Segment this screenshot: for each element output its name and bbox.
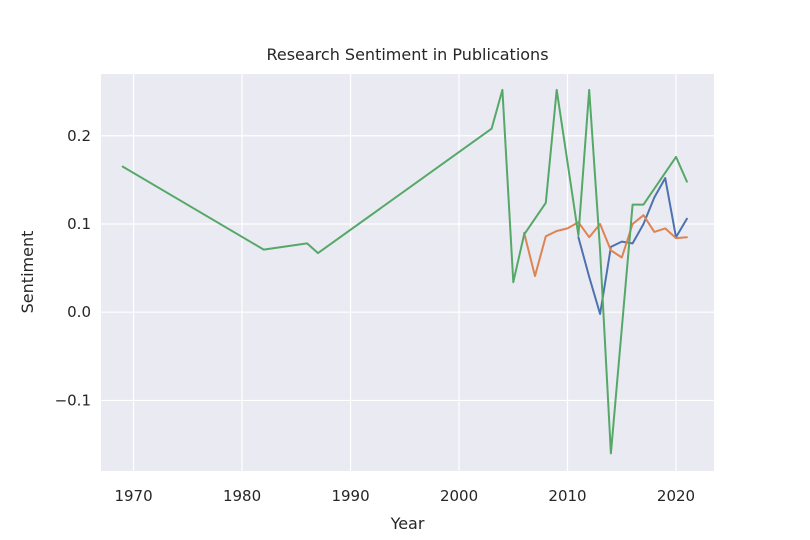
series-line-orange — [523, 214, 688, 277]
x-tick-label: 2010 — [548, 487, 586, 505]
y-tick-label: 0.0 — [67, 303, 91, 321]
chart-title: Research Sentiment in Publications — [266, 45, 548, 64]
series-line-green — [121, 88, 688, 455]
x-tick-label: 2020 — [657, 487, 695, 505]
series-line-blue — [577, 177, 688, 315]
x-tick-label: 2000 — [440, 487, 478, 505]
x-axis-ticks: 1970 1980 1990 2000 2010 2020 — [114, 487, 695, 505]
y-tick-label: 0.2 — [67, 127, 91, 145]
plot-background — [101, 74, 714, 471]
series-layer — [121, 88, 688, 455]
y-tick-label: 0.1 — [67, 215, 91, 233]
x-tick-label: 1980 — [223, 487, 261, 505]
x-tick-label: 1990 — [331, 487, 369, 505]
y-axis-ticks: −0.1 0.0 0.1 0.2 — [55, 127, 91, 410]
x-axis-label: Year — [390, 514, 425, 533]
y-tick-label: −0.1 — [55, 391, 91, 409]
grid — [101, 74, 714, 471]
y-axis-label: Sentiment — [18, 231, 37, 314]
x-tick-label: 1970 — [114, 487, 152, 505]
